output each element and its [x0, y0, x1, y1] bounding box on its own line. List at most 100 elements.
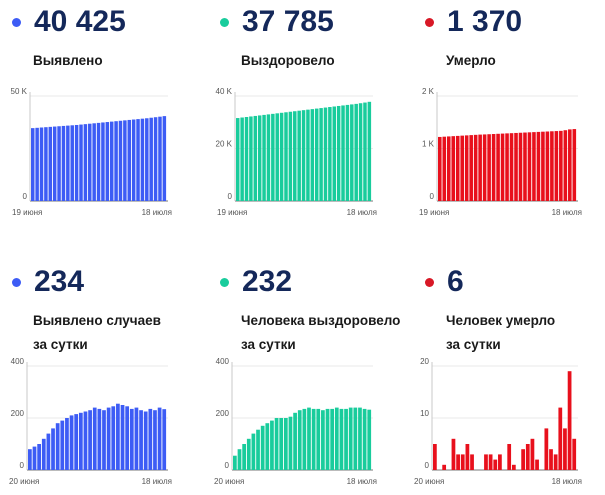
bar [301, 110, 306, 201]
bar [563, 130, 568, 201]
bar [266, 114, 271, 202]
bar [83, 411, 88, 470]
bar [549, 449, 553, 470]
bar [57, 126, 61, 201]
bar [271, 113, 275, 201]
y-tick-label: 400 [11, 357, 25, 366]
headline-value: 37 785 [242, 5, 334, 38]
bar [550, 131, 554, 201]
bar [358, 103, 363, 201]
bar [242, 444, 246, 470]
bar [101, 122, 105, 201]
bar [257, 115, 262, 201]
bar [35, 127, 39, 201]
bar [283, 418, 288, 470]
bar [559, 130, 563, 201]
bar [478, 134, 482, 201]
bar [109, 121, 114, 201]
bar [275, 113, 279, 201]
bar [83, 124, 88, 201]
bar [367, 409, 372, 470]
bar [274, 418, 279, 470]
bar [563, 428, 567, 470]
bar [233, 455, 237, 470]
bar [102, 410, 106, 470]
bar [153, 410, 157, 470]
bar [306, 109, 310, 201]
bar [442, 464, 447, 470]
bar [153, 117, 158, 201]
bar [139, 410, 143, 470]
y-tick-label: 50 K [11, 87, 28, 96]
bar [120, 405, 125, 470]
bar [523, 132, 527, 201]
bar [279, 418, 284, 470]
bar [336, 105, 341, 201]
legend-dot [425, 18, 434, 27]
bar [460, 135, 464, 201]
bar [44, 127, 48, 201]
bar [236, 118, 240, 201]
bar [136, 119, 140, 201]
bar [74, 414, 79, 470]
y-tick-label: 200 [216, 409, 230, 418]
metric-label: Умерло [446, 53, 496, 68]
bar [158, 116, 162, 201]
bar [148, 408, 153, 470]
metric-label: Человека выздоровело [241, 313, 401, 328]
bar [350, 104, 354, 201]
x-tick-label: 18 июля [142, 208, 172, 217]
bar [558, 407, 563, 470]
bar [568, 129, 572, 201]
bar [145, 118, 149, 201]
bar [74, 124, 79, 201]
legend-dot [220, 278, 229, 287]
bar [256, 429, 260, 470]
bar [293, 412, 297, 470]
y-tick-label: 1 K [422, 140, 435, 149]
bar [88, 123, 92, 201]
bar [284, 112, 288, 201]
bar [353, 407, 358, 470]
bar [465, 444, 470, 470]
bar [288, 416, 293, 470]
y-tick-label: 20 [420, 357, 429, 366]
bar [92, 123, 96, 201]
bar [484, 454, 488, 470]
metric-label: Человек умерло [446, 313, 556, 328]
bar [319, 108, 323, 201]
y-tick-label: 0 [225, 461, 230, 470]
bar [127, 119, 132, 201]
bar [433, 444, 437, 470]
y-tick-label: 0 [430, 192, 435, 201]
bar [321, 410, 325, 470]
bar [507, 444, 512, 470]
bar [51, 428, 55, 470]
y-tick-label: 10 [420, 409, 429, 418]
bar [96, 122, 101, 201]
bar [246, 438, 251, 470]
legend-dot [12, 18, 21, 27]
metric-label: за сутки [241, 337, 296, 352]
bar [328, 107, 332, 201]
x-tick-label: 19 июня [419, 208, 449, 217]
bar [363, 102, 367, 201]
bar [66, 125, 70, 201]
bar [106, 407, 111, 470]
legend-dot [425, 278, 434, 287]
bar [265, 423, 270, 470]
bar [505, 133, 509, 201]
y-tick-label: 20 K [216, 140, 233, 149]
bar [334, 407, 339, 470]
bar [302, 408, 307, 470]
legend-dot [12, 278, 21, 287]
metric-label: Выздоровело [241, 53, 335, 68]
bar [545, 131, 550, 201]
bar [487, 134, 491, 201]
x-tick-label: 20 июня [214, 477, 244, 486]
bar [79, 124, 83, 201]
bar [39, 127, 44, 201]
bar [129, 408, 134, 470]
